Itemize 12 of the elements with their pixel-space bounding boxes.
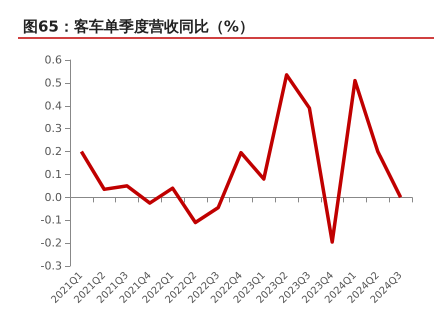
y-tick-label: 0.5 (44, 76, 62, 90)
y-tick-label: -0.2 (40, 236, 62, 250)
y-tick-label: 0.4 (44, 99, 62, 112)
line-series (80, 73, 402, 244)
y-tick-label: -0.1 (40, 214, 62, 227)
y-tick-label: -0.3 (40, 260, 62, 272)
y-tick-label: 0.3 (44, 122, 62, 136)
y-tick-label: 0.6 (44, 54, 62, 66)
y-tick-label: 0.0 (44, 190, 62, 204)
chart-title: 图65：客车单季度营收同比（%） (23, 18, 254, 36)
y-tick-label: 0.2 (44, 145, 62, 158)
y-tick-label: 0.1 (44, 168, 62, 181)
